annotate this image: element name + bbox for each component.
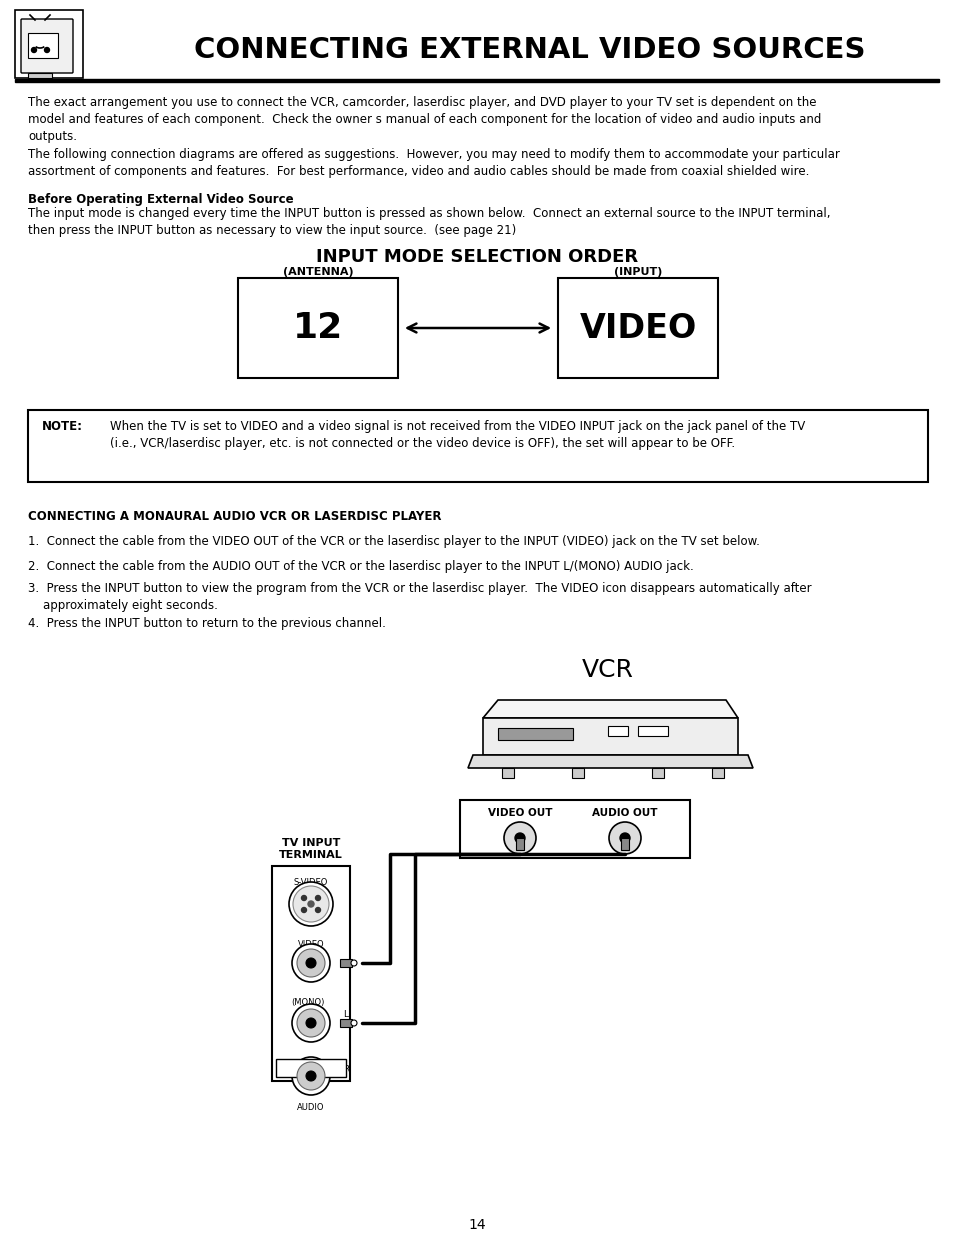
Circle shape	[515, 832, 524, 844]
Circle shape	[296, 1062, 325, 1091]
Text: (INPUT): (INPUT)	[613, 267, 661, 277]
Bar	[339, 1019, 352, 1028]
Circle shape	[292, 1004, 330, 1042]
Text: When the TV is set to VIDEO and a video signal is not received from the VIDEO IN: When the TV is set to VIDEO and a video …	[110, 420, 804, 450]
Bar	[28, 410, 927, 482]
Text: VIDEO: VIDEO	[297, 940, 324, 948]
Bar	[237, 278, 397, 378]
Bar	[339, 960, 352, 967]
Text: R: R	[342, 1065, 349, 1074]
Circle shape	[301, 895, 306, 900]
Bar	[28, 73, 52, 78]
Text: CONNECTING A MONAURAL AUDIO VCR OR LASERDISC PLAYER: CONNECTING A MONAURAL AUDIO VCR OR LASER…	[28, 510, 441, 522]
Bar	[275, 1058, 346, 1077]
Text: CONNECTING EXTERNAL VIDEO SOURCES: CONNECTING EXTERNAL VIDEO SOURCES	[194, 36, 864, 64]
Text: The input mode is changed every time the INPUT button is pressed as shown below.: The input mode is changed every time the…	[28, 207, 830, 237]
Circle shape	[351, 1020, 356, 1026]
Text: The following connection diagrams are offered as suggestions.  However, you may : The following connection diagrams are of…	[28, 148, 839, 178]
Text: AUDIO OUT: AUDIO OUT	[592, 808, 657, 818]
Text: 4.  Press the INPUT button to return to the previous channel.: 4. Press the INPUT button to return to t…	[28, 618, 385, 630]
Text: NOTE:: NOTE:	[42, 420, 83, 433]
Circle shape	[306, 1018, 315, 1028]
Bar	[15, 79, 938, 82]
Circle shape	[292, 944, 330, 982]
Polygon shape	[482, 700, 738, 718]
Bar	[620, 839, 628, 850]
Circle shape	[351, 960, 356, 966]
Text: AUDIO: AUDIO	[297, 1103, 324, 1112]
Circle shape	[292, 1057, 330, 1095]
Circle shape	[315, 908, 320, 913]
Bar	[516, 839, 523, 850]
Circle shape	[45, 47, 50, 53]
Text: S-VIDEO: S-VIDEO	[294, 878, 328, 887]
Text: Before Operating External Video Source: Before Operating External Video Source	[28, 193, 294, 206]
Bar	[28, 33, 58, 58]
Polygon shape	[482, 718, 738, 755]
Circle shape	[296, 948, 325, 977]
Circle shape	[31, 47, 36, 53]
Text: 1.  Connect the cable from the VIDEO OUT of the VCR or the laserdisc player to t: 1. Connect the cable from the VIDEO OUT …	[28, 535, 760, 548]
Text: (ANTENNA): (ANTENNA)	[282, 267, 353, 277]
Text: The exact arrangement you use to connect the VCR, camcorder, laserdisc player, a: The exact arrangement you use to connect…	[28, 96, 821, 143]
Circle shape	[503, 823, 536, 853]
Polygon shape	[468, 755, 752, 768]
Text: 3.  Press the INPUT button to view the program from the VCR or the laserdisc pla: 3. Press the INPUT button to view the pr…	[28, 582, 811, 613]
Bar	[272, 866, 350, 1081]
Text: 14: 14	[468, 1218, 485, 1233]
Circle shape	[296, 1009, 325, 1037]
Text: 2.  Connect the cable from the AUDIO OUT of the VCR or the laserdisc player to t: 2. Connect the cable from the AUDIO OUT …	[28, 559, 693, 573]
Bar	[501, 768, 514, 778]
Bar	[497, 727, 573, 740]
Text: VIDEO: VIDEO	[578, 311, 696, 345]
Circle shape	[608, 823, 640, 853]
Text: VIDEO OUT: VIDEO OUT	[487, 808, 552, 818]
Circle shape	[301, 908, 306, 913]
Text: TV INPUT
TERMINAL: TV INPUT TERMINAL	[279, 839, 342, 861]
Bar	[558, 278, 718, 378]
Text: (MONO): (MONO)	[291, 998, 324, 1007]
Bar	[651, 768, 663, 778]
Text: INPUT 1: INPUT 1	[292, 1071, 330, 1081]
Circle shape	[289, 882, 333, 926]
Circle shape	[306, 958, 315, 968]
Text: INPUT MODE SELECTION ORDER: INPUT MODE SELECTION ORDER	[315, 248, 638, 266]
Text: L: L	[343, 1010, 348, 1019]
Bar	[711, 768, 723, 778]
Bar	[459, 800, 689, 858]
Circle shape	[308, 902, 314, 906]
Text: 12: 12	[293, 311, 343, 345]
Circle shape	[306, 1071, 315, 1081]
Bar	[607, 726, 627, 736]
Text: VCR: VCR	[581, 658, 634, 682]
Bar	[15, 10, 83, 78]
Circle shape	[315, 895, 320, 900]
FancyBboxPatch shape	[21, 19, 73, 73]
Bar	[638, 726, 667, 736]
Bar	[572, 768, 583, 778]
Circle shape	[619, 832, 629, 844]
Circle shape	[293, 885, 329, 923]
